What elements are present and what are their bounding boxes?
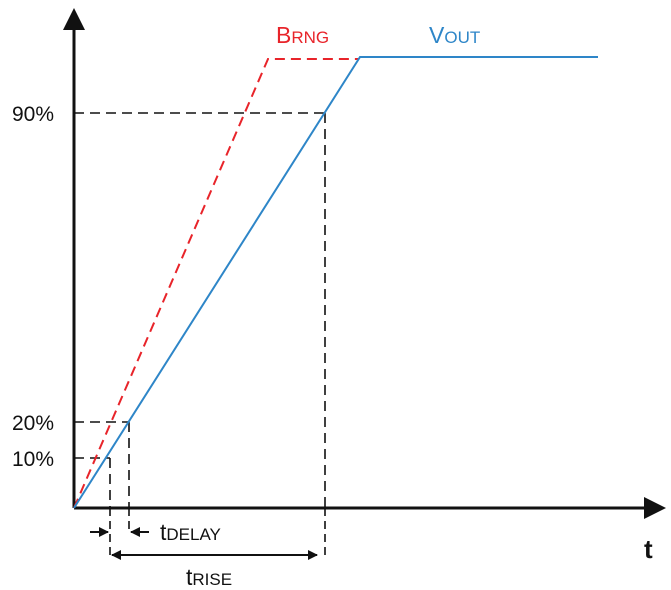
tdelay-label: tDELAY [160,519,221,545]
trise-label: tRISE [186,564,232,590]
vout-curve [73,56,598,509]
y-label-10: 10% [12,448,54,471]
brng-curve [73,58,358,509]
y-label-90: 90% [12,103,54,126]
y-axis-arrowhead [63,8,85,30]
vout-label: VOUT [429,22,480,48]
brng-label: BRNG [276,22,329,48]
y-label-20: 20% [12,412,54,435]
x-axis-arrowhead [644,497,666,519]
x-axis-label: t [644,534,653,564]
